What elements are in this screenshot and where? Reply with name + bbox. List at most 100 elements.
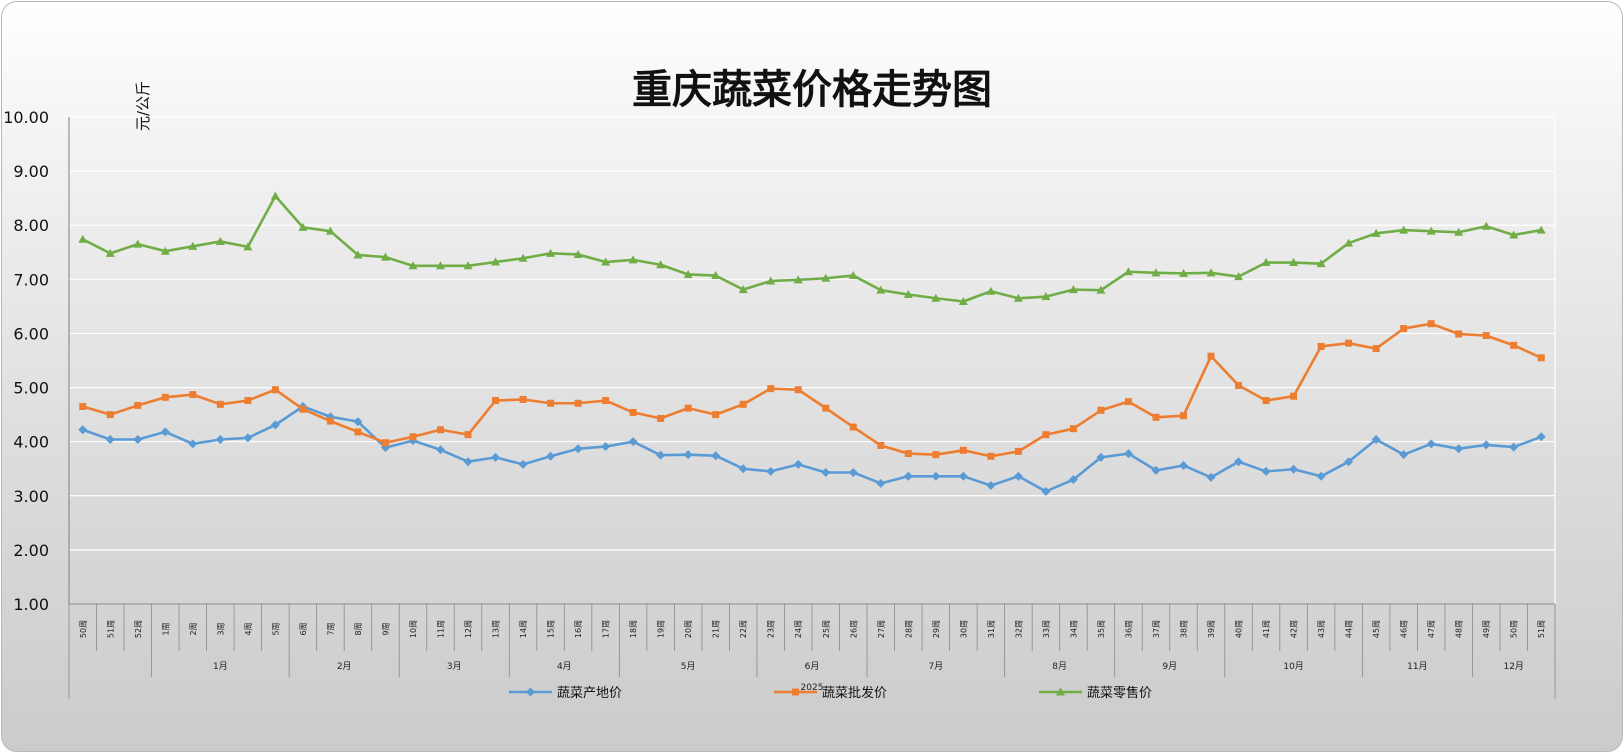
x-tick-label: 24周	[794, 620, 803, 638]
x-axis: 50周 51周 52周 1周 2周 3周 4周 5周 6周 7周 8周 9周 10周 11周 12周 13周 1…	[68, 603, 1556, 699]
data-point	[134, 401, 142, 409]
data-point	[464, 431, 472, 439]
data-point	[1097, 406, 1105, 414]
series-line	[81, 194, 1543, 303]
data-point	[526, 687, 535, 697]
data-point	[1013, 293, 1023, 302]
data-point	[1068, 475, 1078, 485]
data-point	[243, 433, 253, 443]
plot-area	[69, 117, 1555, 604]
data-point	[325, 226, 335, 235]
data-point	[1400, 325, 1408, 333]
data-point	[1371, 228, 1381, 237]
month-label: 2月	[337, 661, 352, 672]
data-point	[958, 297, 968, 306]
data-point	[326, 417, 334, 425]
data-point	[1068, 285, 1078, 294]
data-point	[161, 393, 169, 401]
data-point	[1180, 412, 1187, 420]
data-point	[1261, 258, 1271, 267]
x-tick-label: 31周	[987, 620, 996, 638]
data-point	[1316, 259, 1326, 268]
data-point	[1261, 466, 1271, 476]
x-tick-label: 32周	[1014, 620, 1023, 638]
data-point	[106, 411, 114, 419]
month-label: 9月	[1162, 661, 1177, 672]
data-point	[1482, 332, 1490, 340]
data-point	[1041, 292, 1051, 301]
x-tick-label: 19周	[657, 620, 666, 638]
data-point	[1289, 464, 1299, 474]
data-point	[1235, 381, 1243, 389]
month-label: 6月	[805, 661, 820, 672]
data-point	[133, 239, 143, 248]
x-tick-label: 35周	[1097, 620, 1106, 638]
data-point	[546, 451, 556, 461]
series-group	[78, 191, 1546, 306]
legend-label: 蔬菜批发价	[822, 685, 887, 701]
y-axis-ticks: 1.00 2.00 3.00 4.00 5.00 6.00 7.00 8.00 9.00 10.0…	[3, 108, 49, 614]
data-point	[628, 255, 638, 264]
data-point	[1289, 258, 1299, 267]
data-point	[628, 437, 638, 447]
data-point	[299, 405, 307, 413]
data-point	[1290, 392, 1298, 400]
x-tick-label: 41周	[1262, 620, 1271, 638]
data-point	[822, 404, 830, 412]
data-point	[1426, 439, 1436, 449]
data-point	[1123, 449, 1133, 459]
data-point	[711, 451, 721, 461]
data-point	[931, 471, 941, 481]
x-tick-label: 47周	[1427, 620, 1436, 638]
data-point	[877, 441, 885, 449]
series-line	[81, 322, 1543, 458]
month-label: 5月	[681, 661, 696, 672]
data-point	[1123, 267, 1133, 276]
data-point	[1207, 352, 1215, 360]
data-point	[518, 459, 528, 469]
data-point	[215, 435, 225, 445]
y-tick-label: 4.00	[13, 433, 49, 452]
month-label: 11月	[1407, 661, 1427, 672]
data-point	[1056, 687, 1065, 696]
data-point	[739, 400, 747, 408]
data-point	[1427, 320, 1435, 328]
x-tick-label: 16周	[574, 620, 583, 638]
data-point	[904, 450, 912, 458]
x-tick-label: 29周	[932, 620, 941, 638]
data-point	[931, 293, 941, 302]
x-tick-label: 1周	[161, 622, 170, 635]
x-tick-label: 14周	[519, 620, 528, 638]
data-point	[1536, 225, 1546, 234]
data-point	[409, 433, 417, 441]
x-tick-label: 2周	[189, 622, 198, 635]
data-point	[519, 395, 527, 403]
data-point	[1013, 471, 1023, 481]
data-point	[1481, 221, 1491, 230]
data-point	[547, 399, 555, 407]
x-tick-label: 51周	[106, 620, 115, 638]
y-tick-label: 10.00	[3, 108, 49, 127]
data-point	[270, 191, 280, 200]
data-point	[1234, 457, 1244, 467]
x-tick-label: 28周	[904, 620, 913, 638]
y-axis-label: 元/公斤	[134, 81, 152, 131]
data-point	[1344, 238, 1354, 247]
x-tick-label: 49周	[1482, 620, 1491, 638]
x-tick-label: 40周	[1235, 620, 1244, 638]
data-point	[1206, 472, 1216, 482]
data-point	[629, 408, 637, 416]
x-tick-label: 15周	[547, 620, 556, 638]
gridlines	[68, 116, 1556, 605]
data-point	[1316, 471, 1326, 481]
x-tick-label: 22周	[739, 620, 748, 638]
data-point	[959, 446, 967, 454]
data-point	[463, 261, 473, 270]
legend-item: 蔬菜零售价	[1039, 685, 1152, 701]
data-point	[821, 273, 831, 282]
x-tick-label: 50周	[1510, 620, 1519, 638]
x-tick-label: 48周	[1455, 620, 1464, 638]
month-label: 12月	[1503, 661, 1523, 672]
y-tick-label: 6.00	[13, 324, 49, 343]
data-point	[876, 478, 886, 488]
